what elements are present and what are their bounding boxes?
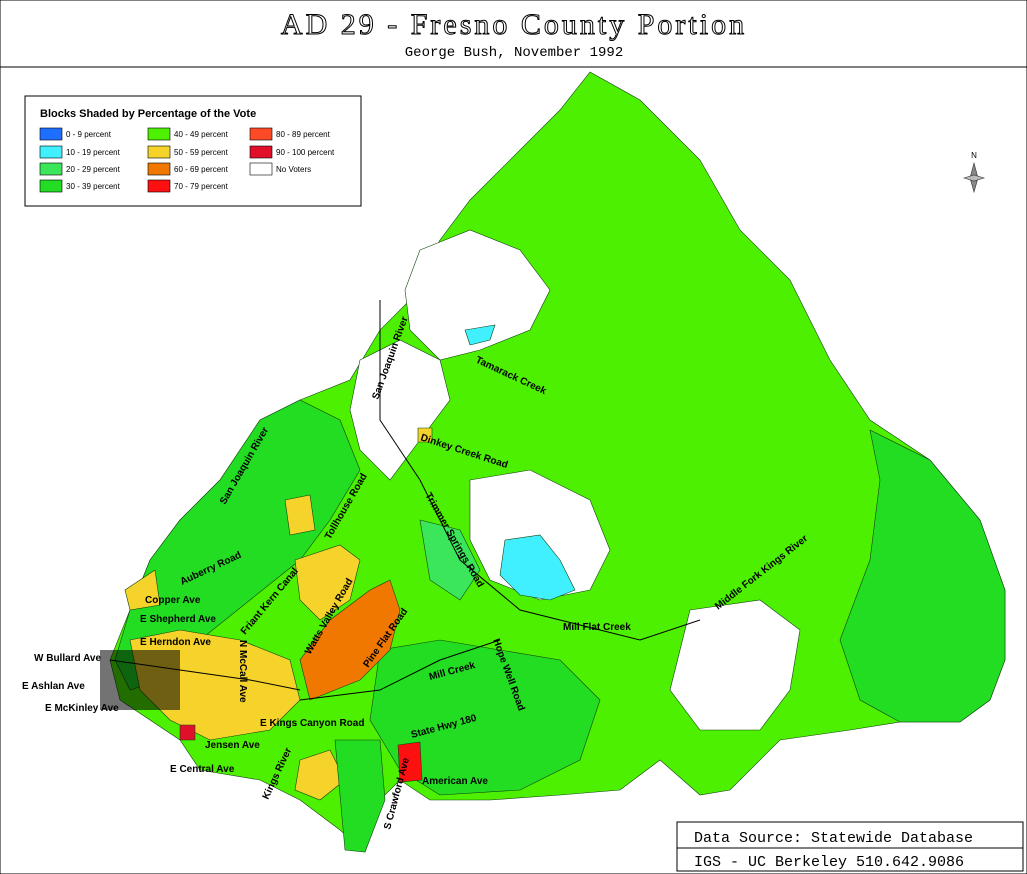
north-arrow: N (962, 151, 986, 194)
credit-text: IGS - UC Berkeley 510.642.9086 (694, 854, 964, 871)
legend-swatch (249, 145, 273, 159)
legend-label: No Voters (276, 165, 311, 174)
region (294, 749, 346, 801)
road (379, 300, 701, 641)
region (397, 741, 423, 783)
road-label: E Kings Canyon Road (260, 718, 364, 729)
region (419, 519, 481, 601)
legend-swatch (147, 162, 171, 176)
legend-label: 80 - 89 percent (276, 130, 331, 139)
region (294, 544, 361, 621)
legend-swatch (249, 162, 273, 176)
subtitle: George Bush, November 1992 (405, 45, 623, 61)
road-label: E Shepherd Ave (140, 614, 216, 625)
region (669, 599, 801, 731)
source-text: Data Source: Statewide Database (694, 830, 973, 847)
road-label: Mill Flat Creek (563, 622, 631, 633)
road-label: E Central Ave (170, 764, 235, 775)
legend-swatch (249, 127, 273, 141)
region (464, 324, 496, 346)
legend-label: 40 - 49 percent (174, 130, 229, 139)
legend-label: 0 - 9 percent (66, 130, 112, 139)
north-arrow-shape (962, 174, 986, 182)
legend-label: 20 - 29 percent (66, 165, 121, 174)
source-frame (676, 821, 1024, 872)
legend-swatch (147, 127, 171, 141)
region (124, 569, 161, 611)
legend-box (24, 95, 362, 207)
road-label: American Ave (422, 776, 488, 787)
legend-swatch (39, 179, 63, 193)
legend-swatch (39, 127, 63, 141)
legend-title: Blocks Shaded by Percentage of the Vote (40, 108, 256, 120)
urban-area (100, 650, 180, 710)
region (404, 229, 551, 361)
region (499, 534, 576, 601)
legend-label: 30 - 39 percent (66, 182, 121, 191)
legend-swatch (147, 145, 171, 159)
region (284, 494, 316, 536)
region (114, 399, 361, 691)
legend: Blocks Shaded by Percentage of the Vote … (24, 95, 362, 207)
road-label: E Herndon Ave (140, 637, 211, 648)
legend-swatch (39, 162, 63, 176)
region (334, 739, 386, 853)
map (109, 71, 1006, 853)
legend-label: 50 - 59 percent (174, 148, 229, 157)
legend-label: 90 - 100 percent (276, 148, 335, 157)
road-label: E Ashlan Ave (22, 681, 85, 692)
road-label: Copper Ave (145, 595, 201, 606)
road-label: E McKinley Ave (45, 703, 119, 714)
road-label: W Bullard Ave (34, 653, 101, 664)
title: AD 29 - Fresno County Portion (281, 8, 747, 41)
road (299, 639, 501, 701)
source-box: Data Source: Statewide Database IGS - UC… (676, 821, 1024, 872)
urban-grid (100, 650, 180, 710)
legend-swatch (39, 145, 63, 159)
legend-label: 60 - 69 percent (174, 165, 229, 174)
legend-swatch (147, 179, 171, 193)
region (417, 427, 433, 443)
region (839, 429, 1006, 723)
legend-label: 10 - 19 percent (66, 148, 121, 157)
road-label: N McCall Ave (237, 640, 248, 703)
region (299, 579, 401, 701)
north-label: N (971, 151, 977, 160)
region (179, 724, 196, 741)
road-label: Jensen Ave (205, 740, 260, 751)
legend-label: 70 - 79 percent (174, 182, 229, 191)
